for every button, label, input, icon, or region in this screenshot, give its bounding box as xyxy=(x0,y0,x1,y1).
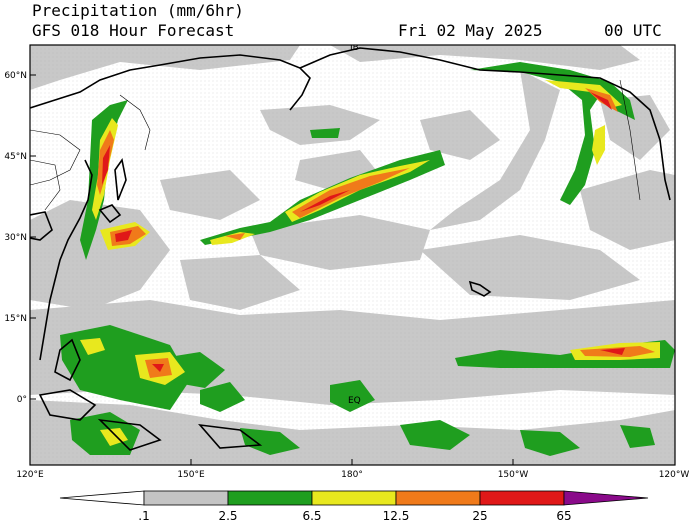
colorbar-label: 6.5 xyxy=(302,509,321,523)
equator-marker: EQ xyxy=(348,396,361,406)
colorbar-swatch xyxy=(563,490,649,506)
latitude-axis: 60°N 45°N 30°N 15°N 0° xyxy=(4,71,36,405)
colorbar-swatch xyxy=(59,490,145,506)
colorbar-label: .1 xyxy=(138,509,149,523)
forecast-subtitle: GFS 018 Hour Forecast xyxy=(32,21,235,40)
forecast-time: 00 UTC xyxy=(604,21,662,40)
lon-label-180: 180° xyxy=(341,470,363,480)
lat-label-60n: 60°N xyxy=(4,71,27,81)
colorbar-swatch xyxy=(479,490,565,506)
forecast-date: Fri 02 May 2025 xyxy=(398,21,543,40)
lat-label-30n: 30°N xyxy=(4,233,27,243)
lon-label-120w: 120°W xyxy=(659,470,690,480)
lon-label-150w: 150°W xyxy=(498,470,529,480)
lat-label-45n: 45°N xyxy=(4,152,27,162)
borders xyxy=(30,79,641,211)
colorbar-label: 25 xyxy=(472,509,487,523)
chart-title: Precipitation (mm/6hr) xyxy=(32,1,244,20)
longitude-axis: 120°E 150°E 180° 150°W 120°W xyxy=(16,459,689,480)
lat-label-equator: 0° xyxy=(17,395,27,405)
colorbar-swatch xyxy=(227,490,313,506)
lat-label-15n: 15°N xyxy=(4,314,27,324)
map-area: EQ IB xyxy=(30,43,675,465)
colorbar-swatch xyxy=(395,490,481,506)
colorbar-label: 65 xyxy=(556,509,571,523)
colorbar-label: 2.5 xyxy=(218,509,237,523)
lon-label-120e: 120°E xyxy=(16,470,44,480)
colorbar-label: 12.5 xyxy=(383,509,410,523)
coastlines xyxy=(30,47,671,451)
colorbar-swatch xyxy=(143,490,229,506)
dateline-marker: IB xyxy=(350,43,359,53)
extreme-precip-areas xyxy=(102,92,625,372)
lon-label-150e: 150°E xyxy=(177,470,205,480)
colorbar: .1 2.5 6.5 12.5 25 65 xyxy=(59,490,649,523)
colorbar-swatch xyxy=(311,490,397,506)
